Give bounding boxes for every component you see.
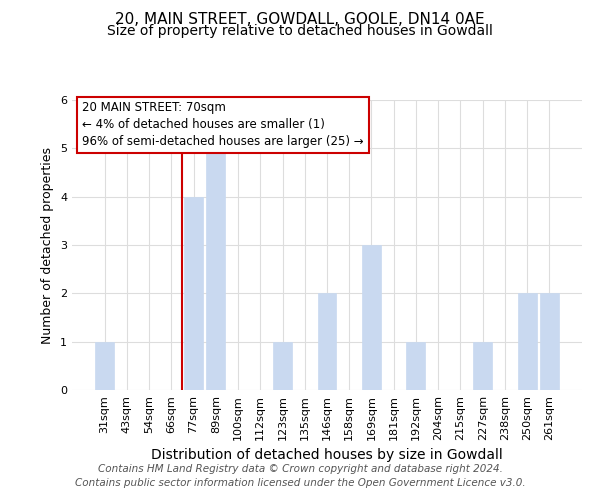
Bar (540, 294, 559, 390)
Bar (184, 196, 203, 390)
Text: Contains HM Land Registry data © Crown copyright and database right 2024.
Contai: Contains HM Land Registry data © Crown c… (74, 464, 526, 487)
Bar (406, 342, 425, 390)
X-axis label: Distribution of detached houses by size in Gowdall: Distribution of detached houses by size … (151, 448, 503, 462)
Text: 20, MAIN STREET, GOWDALL, GOOLE, DN14 0AE: 20, MAIN STREET, GOWDALL, GOOLE, DN14 0A… (115, 12, 485, 28)
Bar (273, 342, 292, 390)
Bar (206, 148, 225, 390)
Text: 20 MAIN STREET: 70sqm
← 4% of detached houses are smaller (1)
96% of semi-detach: 20 MAIN STREET: 70sqm ← 4% of detached h… (82, 102, 364, 148)
Text: Size of property relative to detached houses in Gowdall: Size of property relative to detached ho… (107, 24, 493, 38)
Bar (518, 294, 536, 390)
Bar (362, 245, 381, 390)
Y-axis label: Number of detached properties: Number of detached properties (41, 146, 55, 344)
Bar (317, 294, 337, 390)
Bar (473, 342, 492, 390)
Bar (95, 342, 114, 390)
